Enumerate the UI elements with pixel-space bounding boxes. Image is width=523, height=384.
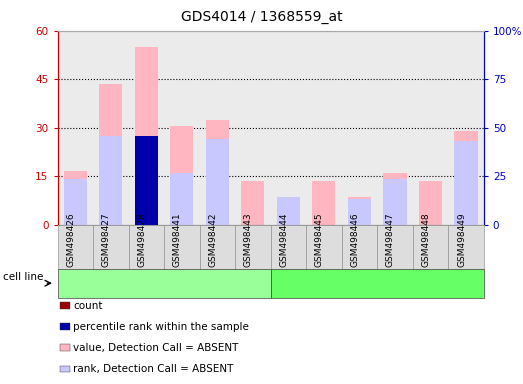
Text: GSM498445: GSM498445 (315, 212, 324, 267)
Bar (383, 179, 406, 225)
Text: GSM498444: GSM498444 (279, 212, 288, 267)
Text: cell line: cell line (3, 272, 43, 283)
Bar (277, 197, 300, 225)
Text: GSM498449: GSM498449 (457, 212, 466, 267)
Bar (348, 199, 371, 225)
Text: GSM498428: GSM498428 (138, 212, 146, 267)
Bar (135, 136, 158, 225)
Bar (99, 84, 122, 225)
Bar (241, 181, 265, 225)
Text: GSM498443: GSM498443 (244, 212, 253, 267)
Text: GSM498447: GSM498447 (386, 212, 395, 267)
Text: GDS4014 / 1368559_at: GDS4014 / 1368559_at (180, 10, 343, 23)
Bar (383, 173, 406, 225)
Bar (64, 179, 87, 225)
Bar (348, 197, 371, 225)
Text: percentile rank within the sample: percentile rank within the sample (73, 322, 249, 332)
Text: GSM498441: GSM498441 (173, 212, 182, 267)
Text: GSM498446: GSM498446 (350, 212, 359, 267)
Bar (135, 47, 158, 225)
Text: rank, Detection Call = ABSENT: rank, Detection Call = ABSENT (73, 364, 234, 374)
Bar (206, 139, 229, 225)
Bar (170, 126, 194, 225)
Bar (419, 181, 442, 225)
Text: CRI-G1-RS (rotenone sensitive): CRI-G1-RS (rotenone sensitive) (296, 278, 458, 288)
Text: CRI-G1-RR (rotenone resistant): CRI-G1-RR (rotenone resistant) (83, 278, 245, 288)
Bar (454, 131, 477, 225)
Bar (135, 137, 158, 225)
Text: count: count (73, 301, 103, 311)
Text: GSM498448: GSM498448 (422, 212, 430, 267)
Text: GSM498442: GSM498442 (208, 212, 218, 267)
Bar (99, 136, 122, 225)
Bar (277, 199, 300, 225)
Text: GSM498426: GSM498426 (66, 212, 75, 267)
Text: value, Detection Call = ABSENT: value, Detection Call = ABSENT (73, 343, 238, 353)
Bar (454, 141, 477, 225)
Bar (206, 119, 229, 225)
Bar (64, 171, 87, 225)
Text: GSM498427: GSM498427 (102, 212, 111, 267)
Bar (312, 181, 335, 225)
Bar (170, 173, 194, 225)
